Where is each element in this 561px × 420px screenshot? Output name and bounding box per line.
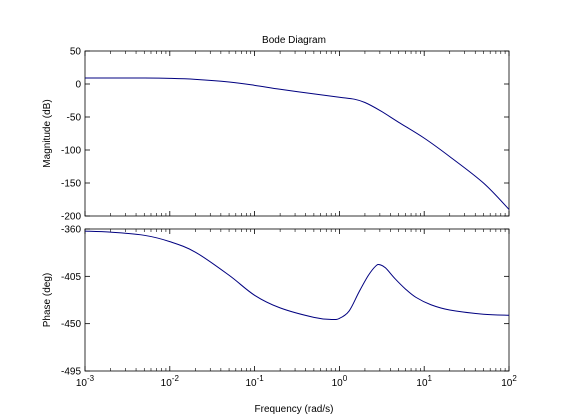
x-tick-label-exponent: -3	[87, 374, 95, 383]
x-tick-label-base: 10	[332, 378, 344, 389]
x-tick-label-exponent: 2	[512, 374, 517, 383]
y-tick-label: -100	[61, 146, 81, 157]
axes-box	[84, 228, 510, 372]
x-tick-label-exponent: 0	[343, 374, 348, 383]
y-tick-label: -495	[61, 367, 81, 378]
panel-1: -360 -405 -450 -495	[61, 225, 510, 378]
x-tick-label: 101	[416, 374, 432, 389]
x-axis-label: Frequency (rad/s)	[255, 404, 334, 415]
x-tick-label-base: 10	[501, 378, 513, 389]
x-tick-label: 100	[332, 374, 348, 389]
chart-title: Bode Diagram	[262, 35, 326, 46]
y-tick-label: -450	[61, 319, 81, 330]
x-tick-label-base: 10	[161, 378, 173, 389]
y-tick-label: 50	[70, 47, 82, 58]
x-tick-label-base: 10	[76, 378, 88, 389]
x-tick-label: 10-1	[245, 374, 264, 389]
y-tick-label: 0	[75, 80, 81, 91]
y-tick-label: -50	[67, 113, 82, 124]
x-tick-label-exponent: -2	[172, 374, 180, 383]
y-tick-label: -360	[61, 225, 81, 236]
x-tick-label-base: 10	[416, 378, 428, 389]
x-tick-label-exponent: 1	[428, 374, 433, 383]
magnitude-axis-label: Magnitude (dB)	[42, 99, 53, 167]
phase-axis-label: Phase (deg)	[42, 273, 53, 327]
phase-series-line	[84, 230, 510, 321]
y-tick-label: -405	[61, 272, 81, 283]
y-tick-label: -200	[61, 212, 81, 223]
axes-box	[84, 50, 510, 217]
panel-0: 50 0 -50 -100 -150 -200	[61, 47, 510, 223]
x-tick-label-base: 10	[245, 378, 257, 389]
x-tick-label-exponent: -1	[257, 374, 265, 383]
x-tick-label: 10-2	[161, 374, 180, 389]
x-tick-label: 102	[501, 374, 517, 389]
y-tick-label: -150	[61, 179, 81, 190]
magnitude-series-line	[85, 77, 510, 210]
x-tick-label: 10-3	[76, 374, 95, 389]
